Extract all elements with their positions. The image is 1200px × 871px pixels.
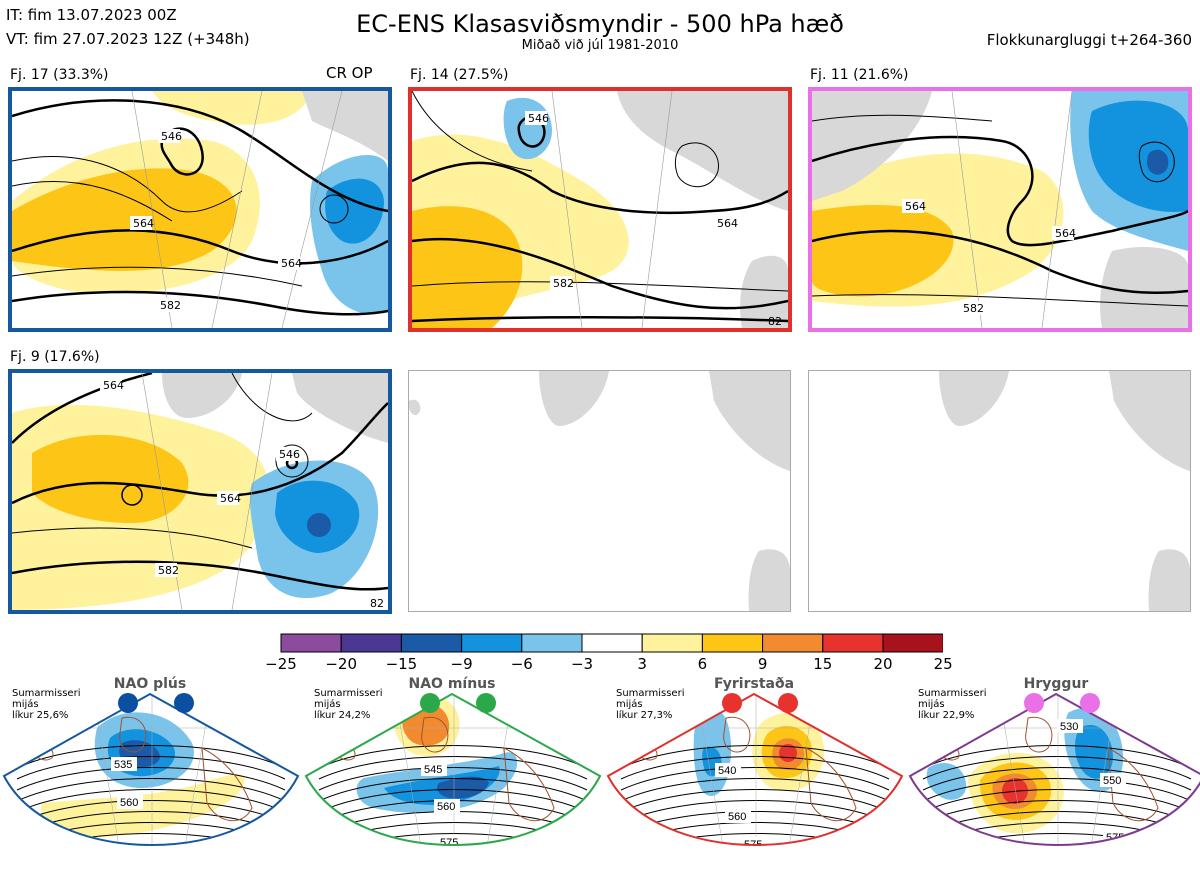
regime-title: NAO plús bbox=[113, 676, 187, 692]
colorbar-tick-label: −9 bbox=[450, 655, 473, 673]
contour-label: 546 bbox=[528, 112, 549, 125]
regime-marker-dot bbox=[722, 693, 742, 713]
regime-prob: líkur 22,9% bbox=[918, 710, 975, 721]
classification-window: Flokkunargluggi t+264-360 bbox=[986, 31, 1192, 49]
contour-label: 545 bbox=[424, 764, 442, 776]
regime-marker-dot bbox=[476, 693, 496, 713]
regime-prob: líkur 27,3% bbox=[616, 710, 673, 721]
regime-season: Sumarmisseri bbox=[918, 688, 987, 699]
page-title: EC-ENS Klasasviðsmyndir - 500 hPa hæð bbox=[356, 10, 844, 38]
regime-prob: líkur 25,6% bbox=[12, 710, 69, 721]
colorbar-tick-label: −3 bbox=[570, 655, 594, 673]
regime-title: Hryggur bbox=[1023, 676, 1089, 692]
regime-marker-dot bbox=[174, 693, 194, 713]
colorbar-cell bbox=[280, 633, 342, 653]
colorbar-tick-label: −20 bbox=[325, 655, 358, 673]
contour-label: 540 bbox=[718, 765, 736, 777]
cluster-1-map: 546 564 564 582 bbox=[8, 87, 392, 332]
colorbar-cell bbox=[701, 633, 764, 653]
regime-freq: mijás bbox=[12, 699, 39, 710]
regime-marker-dot bbox=[778, 693, 798, 713]
contour-label: 582 bbox=[553, 277, 574, 290]
cluster-4-map: 564 546 564 582 82 bbox=[8, 369, 392, 614]
cluster-3-map: 564 564 582 bbox=[808, 87, 1192, 332]
colorbar-tick-label: 25 bbox=[933, 655, 953, 673]
contour-label: 546 bbox=[279, 448, 300, 461]
contour-label: 535 bbox=[114, 759, 132, 771]
colorbar-cell bbox=[340, 633, 402, 653]
empty-panel-2 bbox=[808, 370, 1191, 612]
cluster-1-tag: CR OP bbox=[326, 64, 373, 82]
regime-season: Sumarmisseri bbox=[616, 688, 685, 699]
colorbar-tick-label: 3 bbox=[637, 655, 647, 673]
contour-label: 564 bbox=[220, 492, 241, 505]
colorbar-tick-label: 9 bbox=[757, 655, 768, 673]
contour-label: 550 bbox=[1103, 775, 1121, 787]
contour-label: 582 bbox=[160, 299, 181, 312]
regime-marker-dot bbox=[420, 693, 440, 713]
cluster-3-label: Fj. 11 (21.6%) bbox=[810, 67, 909, 83]
colorbar-tick-label: −25 bbox=[265, 655, 297, 673]
regime-prob: líkur 24,2% bbox=[314, 710, 371, 721]
colorbar-tick-label: 15 bbox=[813, 655, 833, 673]
init-time: IT: fim 13.07.2023 00Z bbox=[6, 6, 177, 24]
contour-label: 575 bbox=[440, 837, 458, 849]
colorbar-cell bbox=[822, 633, 884, 653]
colorbar-cell bbox=[641, 633, 703, 653]
regime-season: Sumarmisseri bbox=[314, 688, 383, 699]
contour-label: 546 bbox=[161, 130, 182, 143]
cluster-1-label: Fj. 17 (33.3%) bbox=[10, 67, 109, 83]
contour-label: 82 bbox=[768, 315, 782, 328]
contour-label: 560 bbox=[120, 797, 138, 809]
regime-map-2: 545 560 575 bbox=[304, 688, 602, 864]
contour-label: 560 bbox=[437, 801, 455, 813]
colorbar-tick-label: −6 bbox=[510, 655, 533, 673]
colorbar-tick-label: −15 bbox=[385, 655, 418, 673]
contour-label: 575 bbox=[744, 839, 762, 851]
contour-label: 564 bbox=[717, 217, 738, 230]
regime-title: NAO mínus bbox=[408, 676, 496, 692]
colorbar bbox=[280, 633, 943, 653]
colorbar-cell bbox=[581, 633, 643, 653]
regime-map-1: 535 560 bbox=[2, 688, 300, 864]
contour-label: 582 bbox=[158, 564, 179, 577]
cluster-2-label: Fj. 14 (27.5%) bbox=[410, 67, 509, 83]
regime-freq: mijás bbox=[918, 699, 945, 710]
regime-title: Fyrirstaða bbox=[713, 676, 795, 692]
regime-marker-dot bbox=[1024, 693, 1044, 713]
contour-label: 82 bbox=[370, 597, 384, 610]
colorbar-cell bbox=[762, 633, 824, 653]
climatology-subtitle: Miðað við júl 1981-2010 bbox=[521, 38, 679, 53]
regime-map-4: 530 550 575 bbox=[908, 688, 1200, 864]
colorbar-cell bbox=[461, 633, 523, 653]
contour-label: 564 bbox=[103, 379, 124, 392]
contour-label: 564 bbox=[281, 257, 302, 270]
cluster-4-label: Fj. 9 (17.6%) bbox=[10, 349, 100, 365]
colorbar-cell bbox=[521, 633, 583, 653]
contour-label: 564 bbox=[905, 200, 926, 213]
regime-season: Sumarmisseri bbox=[12, 688, 81, 699]
contour-label: 530 bbox=[1060, 721, 1078, 733]
colorbar-cell bbox=[400, 633, 463, 653]
colorbar-tick-label: 6 bbox=[697, 655, 708, 673]
cluster-2-map: 546 564 582 82 bbox=[408, 87, 792, 332]
contour-label: 560 bbox=[728, 811, 746, 823]
regime-map-3: 540 560 575 bbox=[606, 688, 904, 864]
regime-freq: mijás bbox=[616, 699, 643, 710]
valid-time: VT: fim 27.07.2023 12Z (+348h) bbox=[6, 30, 250, 48]
contour-label: 582 bbox=[963, 302, 984, 315]
colorbar-tick-label: 20 bbox=[873, 655, 893, 673]
regime-marker-dot bbox=[118, 693, 138, 713]
regime-marker-dot bbox=[1080, 693, 1100, 713]
empty-panel-1 bbox=[408, 370, 791, 612]
contour-label: 564 bbox=[1055, 227, 1076, 240]
regime-freq: mijás bbox=[314, 699, 341, 710]
colorbar-cell bbox=[882, 633, 943, 653]
contour-label: 564 bbox=[133, 217, 154, 230]
